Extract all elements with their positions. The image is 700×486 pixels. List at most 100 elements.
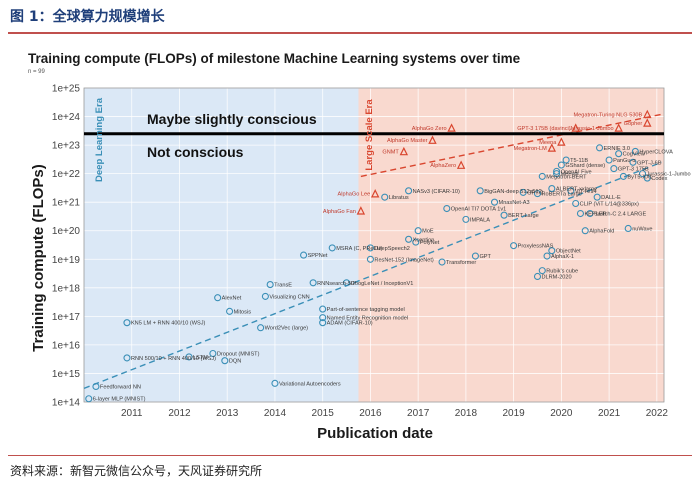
data-point-label: nuWave bbox=[632, 226, 652, 232]
y-tick-label: 1e+23 bbox=[52, 141, 81, 152]
data-point bbox=[85, 395, 93, 403]
data-point bbox=[185, 353, 193, 361]
data-point-label: AlphaZero bbox=[430, 163, 456, 169]
data-point-label: ByT5-XXL bbox=[627, 174, 653, 180]
data-point-label: 6-layer MLP (MNIST) bbox=[93, 397, 146, 403]
data-point-triangle bbox=[456, 160, 466, 169]
data-point-label: MoE bbox=[422, 229, 434, 235]
data-point bbox=[343, 279, 351, 287]
data-point-label: Megatron-Turing NLG 530B bbox=[573, 112, 642, 118]
data-point-label: OpenAI TI7 DOTA 1v1 bbox=[451, 207, 506, 213]
data-point bbox=[462, 215, 470, 223]
data-point bbox=[557, 161, 565, 169]
data-point bbox=[643, 174, 651, 182]
data-point-label: ObjectNet bbox=[556, 249, 581, 255]
data-point-label: GoogLeNet / InceptionV1 bbox=[351, 281, 414, 287]
data-point bbox=[605, 156, 613, 164]
data-point-label: DeepSpeech2 bbox=[374, 246, 409, 252]
data-point-label: HyperCLOVA bbox=[639, 149, 673, 155]
data-point-label: Dropout (MNIST) bbox=[217, 352, 260, 358]
data-point-label: CLIP (ViT L/14@336px) bbox=[580, 201, 639, 207]
data-point bbox=[319, 314, 327, 322]
data-point-triangle bbox=[399, 146, 409, 156]
data-point-label: Codex bbox=[651, 176, 667, 182]
data-point-label: Rubik's cube bbox=[546, 269, 578, 275]
data-point-label: RNNsearch-50* bbox=[317, 281, 357, 287]
data-point bbox=[214, 294, 222, 302]
y-tick-label: 1e+21 bbox=[52, 198, 81, 209]
chart-title: Training compute (FLOPs) of milestone Ma… bbox=[28, 51, 521, 66]
data-point bbox=[381, 193, 389, 201]
data-point-label: MSRA (C, PReLU) bbox=[336, 246, 382, 252]
data-point-label: RNN 500/10 + RNN 400/10 (WSJ) bbox=[131, 356, 216, 362]
x-tick-label: 2013 bbox=[216, 408, 239, 419]
data-point bbox=[619, 172, 627, 180]
data-point-label: BigGAN-deep 512x512 bbox=[484, 189, 542, 195]
data-point bbox=[366, 255, 374, 263]
data-point bbox=[414, 227, 422, 235]
data-point bbox=[548, 247, 556, 255]
data-point-label: KEPLER bbox=[584, 212, 606, 218]
data-point bbox=[624, 224, 632, 233]
data-point-label: AlphaGo Lee bbox=[338, 192, 371, 198]
y-tick-label: 1e+15 bbox=[52, 369, 81, 380]
data-point-label: NASv3 (CIFAR-10) bbox=[413, 189, 460, 195]
data-point bbox=[405, 235, 413, 243]
data-point-label: Gopher bbox=[624, 121, 643, 127]
data-point bbox=[553, 167, 561, 175]
data-point-label: ERNIE 3.0 bbox=[604, 146, 630, 152]
x-tick-label: 2011 bbox=[121, 408, 143, 419]
data-point-label: Jurassic-1-Jumbo bbox=[569, 126, 613, 132]
chart-subtitle: n = 99 bbox=[28, 69, 46, 75]
data-point-label: Visualizing CNN bbox=[269, 294, 309, 300]
plot-frame bbox=[83, 87, 665, 403]
maybe-conscious-label: Maybe slightly conscious bbox=[147, 111, 317, 127]
data-point bbox=[257, 324, 265, 332]
data-point bbox=[615, 150, 623, 158]
data-point-label: Xception bbox=[413, 237, 435, 243]
data-point-label: ResNet-152 (ImageNet) bbox=[374, 257, 434, 263]
data-point-triangle bbox=[571, 123, 580, 132]
data-point bbox=[271, 379, 279, 387]
large-scale-era-label: Large Scale Era bbox=[364, 99, 375, 171]
data-point-label: GPT-3 175B bbox=[618, 167, 649, 173]
data-point-label: Transformer bbox=[446, 260, 476, 266]
compute-chart: 1e+14 1e+15 1e+16 1e+17 1e+18 1e+19 1e+20 1e+21… bbox=[28, 51, 691, 442]
data-point bbox=[319, 319, 327, 327]
data-point-label: Part-of-sentence tagging model bbox=[327, 307, 405, 313]
x-tick-label: 2021 bbox=[598, 408, 621, 419]
data-point-label: AlphaGo Master bbox=[387, 138, 428, 144]
x-tick-label: 2015 bbox=[312, 408, 335, 419]
y-tick-label: 1e+20 bbox=[52, 226, 81, 237]
data-point bbox=[438, 258, 446, 266]
not-conscious-label: Not conscious bbox=[147, 144, 244, 160]
data-point-label: ViT-H/14 bbox=[575, 189, 597, 195]
data-point-label: GPT-2 bbox=[527, 190, 543, 196]
data-point bbox=[562, 156, 570, 164]
deep-learning-trend-line bbox=[83, 161, 662, 390]
data-point bbox=[538, 267, 546, 275]
data-point-label: GPT bbox=[479, 254, 491, 260]
data-point-label: GPT-J-6B bbox=[637, 160, 662, 166]
era-band-0 bbox=[84, 88, 359, 402]
data-point-label: BERT-Large bbox=[508, 213, 539, 219]
data-point bbox=[629, 158, 637, 166]
data-point-label: PanGu-α bbox=[613, 158, 636, 164]
data-point bbox=[443, 204, 451, 213]
data-point-triangle bbox=[370, 188, 380, 198]
data-point bbox=[576, 209, 585, 218]
data-point-label: KN5 LM + RNN 400/10 (WSJ) bbox=[131, 321, 206, 327]
data-point-label: Word2Vec (large) bbox=[265, 326, 309, 332]
data-point-label: GPT-3 175B (davinci) bbox=[517, 126, 571, 132]
data-point bbox=[328, 244, 336, 252]
data-point bbox=[476, 187, 484, 195]
figure-header: 图 1：全球算力规模增长 bbox=[10, 9, 165, 25]
data-point bbox=[586, 209, 594, 218]
x-axis-label: Publication date bbox=[317, 425, 433, 442]
data-point-label: Meena bbox=[561, 172, 579, 178]
data-point bbox=[548, 185, 556, 193]
data-point bbox=[319, 305, 327, 313]
data-point bbox=[261, 292, 269, 300]
x-tick-label: 2016 bbox=[359, 408, 382, 419]
data-point bbox=[92, 382, 100, 391]
